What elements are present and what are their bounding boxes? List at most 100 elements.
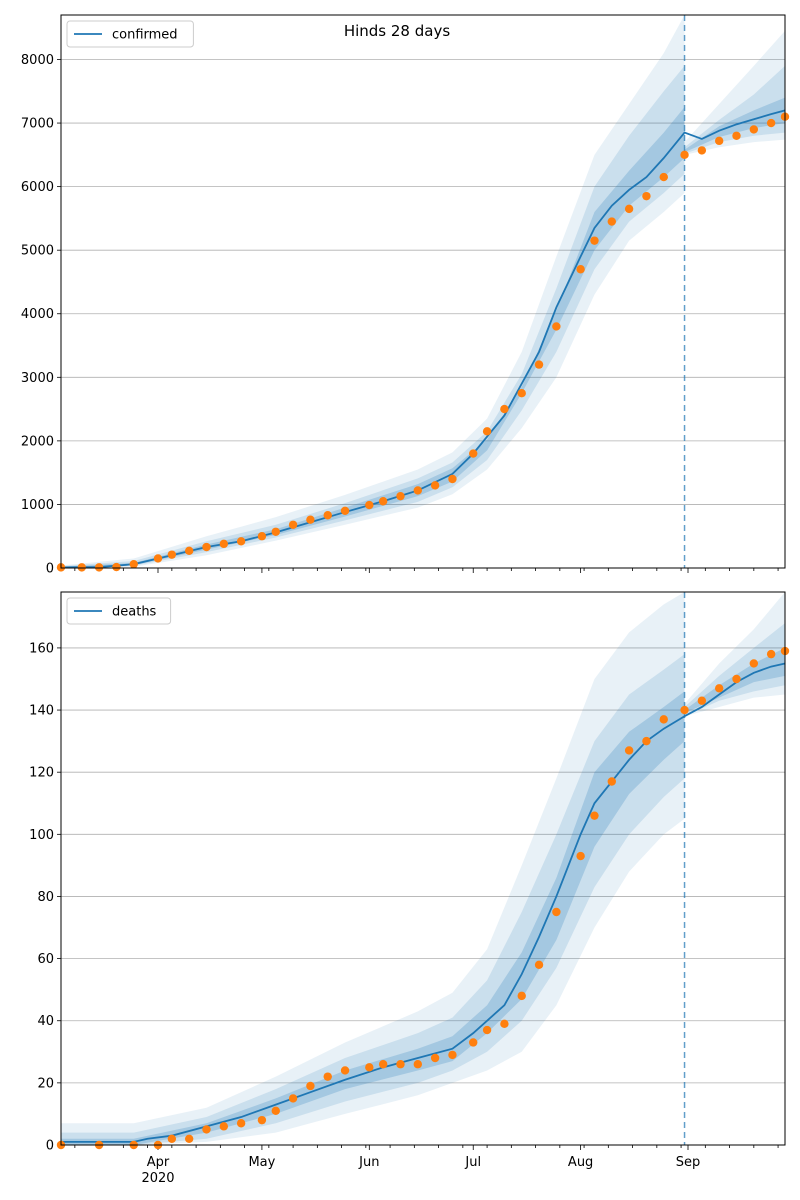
observed-point [340,1066,350,1075]
y-tick-label: 0 [46,1139,54,1154]
observed-point [607,217,616,226]
x-year-label: 2020 [141,1171,174,1186]
uncertainty-band-middle [684,65,785,154]
y-tick-label: 120 [29,766,54,781]
observed-point [552,907,561,917]
observed-point [378,497,388,506]
uncertainty-band-middle [684,623,785,717]
observed-point [642,191,651,201]
observed-point [732,674,741,684]
series-confirmed-line [60,109,786,569]
observed-point [271,1106,280,1116]
observed-point [624,204,634,214]
observed-point [469,449,478,458]
y-tick-label: 100 [29,828,54,843]
observed-point [129,559,138,569]
legend: confirmed [66,20,194,48]
y-tick-label: 20 [37,1076,54,1091]
y-tick-label: 160 [29,641,54,656]
observed-point [306,515,315,524]
y-tick-label: 3000 [21,371,54,386]
observed-point [413,486,423,495]
observed-point [257,532,267,541]
y-tick-label: 7000 [21,117,54,132]
legend-box [66,20,194,48]
plot-frame [60,14,786,569]
observed-point [714,136,724,146]
observed-point [659,715,668,724]
observed-point [500,1019,509,1029]
observed-point [590,236,599,245]
observed-point [576,265,585,274]
observed-point [167,550,177,559]
observed-point [184,1134,194,1143]
y-tick-label: 80 [37,890,54,905]
observed-point [219,539,229,549]
observed-point [517,389,526,398]
observed-point [659,172,668,182]
observed-point [288,1094,298,1103]
observed-point [624,746,634,755]
observed-point [396,1060,405,1069]
observed-point [680,705,689,715]
observed-point [323,1072,332,1081]
observed-point [448,1050,457,1060]
observed-point [732,131,741,140]
y-tick-label: 5000 [21,244,54,259]
observed-point [202,542,211,552]
y-tick-label: 0 [46,562,54,577]
observed-point [153,554,163,563]
uncertainty-band-middle [61,65,685,568]
series-deaths-line [61,662,786,1143]
observed-point [552,322,561,331]
observed-point [219,1122,229,1131]
observed-point [714,684,724,693]
legend-box [66,597,172,625]
observed-point [517,991,526,1001]
observed-point [365,1063,374,1072]
y-tick-label: 40 [37,1014,54,1029]
observed-point [430,481,440,490]
observed-point [697,696,707,705]
x-tick-label: May [248,1155,275,1170]
observed-point [306,1081,315,1091]
x-axis-labels: Apr May Jun Jul Aug Sep 2020 [141,1155,700,1186]
legend: deaths [66,597,172,625]
x-tick-label: Sep [676,1155,701,1170]
observed-point [749,659,759,668]
observed-point [112,562,121,572]
observed-point [430,1053,440,1063]
observed-point [396,491,405,501]
y-tick-label: 60 [37,952,54,967]
observed-point [184,546,194,556]
x-tick-label: Jun [358,1155,379,1170]
figure-title: Hinds 28 days [344,22,451,40]
observed-point [271,527,280,536]
plot-frame [60,591,786,1146]
observed-point [323,511,332,520]
observed-point [448,474,457,484]
observed-point [680,150,689,160]
observed-point [94,563,104,572]
y-tick-label: 4000 [21,307,54,322]
observed-point [576,851,585,861]
observed-point [534,360,544,369]
observed-point [590,811,599,820]
observed-point [413,1060,423,1069]
observed-point [607,777,616,786]
observed-point [257,1115,267,1125]
observed-point [236,1119,246,1128]
observed-point [202,1125,211,1134]
legend-label: confirmed [112,28,178,43]
observed-point [288,520,298,529]
observed-point [749,125,759,134]
deaths-panel: 0 20 40 60 80 100 120 140 160 deaths [29,591,790,1154]
observed-point [534,960,544,970]
uncertainty-band-outer [61,592,685,1145]
uncertainty-band-outer [684,592,785,717]
y-tick-label: 2000 [21,434,54,449]
uncertainty-band-middle [61,654,685,1145]
observed-point [482,1025,492,1035]
observed-point [77,563,86,572]
